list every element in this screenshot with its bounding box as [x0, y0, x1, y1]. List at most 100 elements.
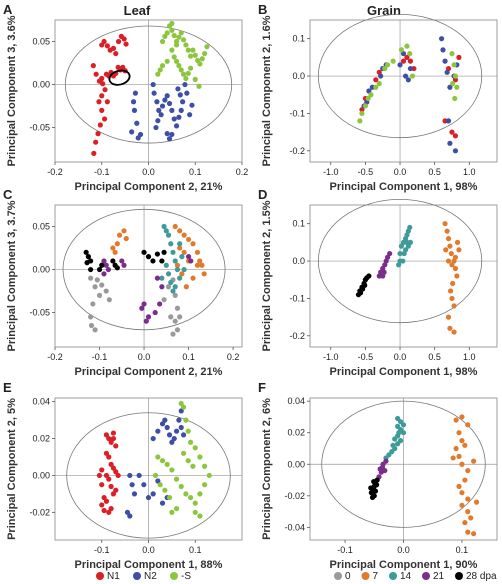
- confidence-ellipse: [317, 198, 483, 324]
- data-point: [119, 258, 125, 264]
- data-point: [164, 461, 170, 467]
- data-point: [202, 50, 208, 57]
- data-point: [185, 47, 191, 53]
- data-point: [468, 515, 474, 521]
- legend-swatch: [455, 572, 463, 580]
- data-point: [101, 271, 107, 277]
- data-point: [173, 476, 180, 482]
- data-point: [163, 228, 169, 234]
- data-point: [452, 133, 459, 139]
- data-point: [123, 41, 129, 47]
- data-point: [182, 81, 188, 88]
- data-point: [97, 122, 103, 128]
- data-point: [164, 424, 170, 431]
- data-point: [404, 43, 410, 49]
- data-point: [123, 235, 129, 242]
- x-tick-label: 0.0: [394, 167, 407, 177]
- data-point: [192, 500, 198, 506]
- x-tick-label: 0.0: [394, 352, 407, 362]
- x-tick-label: -0.2: [47, 352, 63, 362]
- y-tick-label: 0.02: [287, 428, 305, 438]
- data-point: [443, 247, 449, 253]
- data-point: [177, 245, 183, 251]
- data-point: [121, 228, 127, 234]
- data-point: [165, 232, 172, 238]
- data-point: [134, 120, 140, 126]
- data-point: [113, 50, 119, 57]
- data-point: [180, 99, 186, 105]
- data-point: [176, 34, 182, 40]
- data-point: [90, 63, 96, 69]
- data-point: [365, 95, 371, 102]
- data-point: [157, 301, 163, 307]
- data-point: [179, 271, 185, 277]
- plot-frame: [309, 204, 498, 348]
- data-point: [162, 487, 168, 493]
- legend-swatch: [133, 572, 141, 580]
- y-axis-label: Principal Component 2, 5%: [6, 398, 18, 540]
- data-point: [181, 266, 187, 273]
- x-tick-label: -0.2: [47, 167, 63, 177]
- data-point: [108, 483, 114, 490]
- data-point: [104, 99, 110, 105]
- panel-b: -1.0 -0.5 0.0 0.5 1.0 0.1 0.0 -0.1 -0.2 Principal…: [258, 2, 498, 193]
- data-point: [152, 309, 158, 316]
- data-point: [180, 404, 187, 410]
- data-point: [103, 472, 110, 479]
- data-point: [471, 458, 477, 464]
- legend-label: -S: [181, 571, 191, 582]
- data-point: [127, 472, 133, 479]
- data-point: [178, 67, 184, 73]
- data-point: [357, 118, 363, 124]
- x-tick-label: 1.0: [463, 167, 476, 177]
- y-tick-label: 0.0: [292, 256, 305, 266]
- panel-a: -0.2 -0.1 0.0 0.1 0.2 0.05 0.00 -0.05 Principal …: [3, 2, 248, 193]
- data-point: [190, 47, 196, 53]
- data-point: [192, 76, 198, 82]
- data-point: [99, 262, 105, 268]
- y-tick-label: 0.0: [292, 71, 305, 81]
- panel-letter: F: [258, 380, 266, 395]
- data-point: [465, 422, 471, 428]
- data-point: [110, 245, 116, 251]
- data-point: [131, 491, 138, 497]
- data-point: [381, 269, 387, 275]
- data-point: [159, 458, 166, 464]
- panels: -0.2 -0.1 0.0 0.1 0.2 0.05 0.00 -0.05 Principal …: [3, 2, 498, 571]
- y-axis-label: Principal Component 2, 1.6%: [261, 15, 273, 166]
- panel-letter: B: [258, 2, 267, 17]
- data-point: [100, 81, 106, 87]
- confidence-ellipse: [64, 25, 233, 144]
- data-point: [176, 114, 182, 120]
- data-point: [112, 249, 118, 255]
- x-tick-label: -0.1: [94, 545, 110, 555]
- data-point: [447, 325, 453, 331]
- x-axis-label: Principal Component 2, 21%: [75, 181, 223, 193]
- data-point: [451, 329, 457, 335]
- legend-item: 21: [422, 571, 445, 582]
- legend-item: N1: [96, 571, 120, 582]
- x-tick-label: -0.1: [94, 167, 110, 177]
- data-point: [88, 266, 94, 273]
- data-point: [152, 472, 159, 479]
- data-point: [175, 86, 181, 92]
- data-point: [145, 254, 152, 260]
- data-point: [156, 107, 162, 113]
- data-point: [450, 455, 456, 461]
- data-point: [99, 107, 105, 113]
- data-point: [108, 439, 114, 445]
- data-point: [402, 73, 409, 79]
- data-point: [162, 97, 168, 103]
- y-tick-label: 0.04: [32, 397, 50, 407]
- data-point: [153, 124, 159, 131]
- data-point: [192, 445, 198, 451]
- panel-letter: E: [3, 380, 12, 395]
- panel-e: -0.1 0.0 0.1 0.04 0.02 0.00 -0.02 Principal Com…: [3, 380, 243, 571]
- legend-item: 14: [389, 571, 412, 582]
- data-point: [185, 428, 191, 434]
- data-point: [400, 430, 407, 436]
- data-point: [179, 254, 185, 260]
- data-point: [453, 417, 459, 423]
- legends: N1 N2 -S 0 7 14 21 28 dpa: [96, 571, 497, 582]
- data-point: [108, 506, 114, 512]
